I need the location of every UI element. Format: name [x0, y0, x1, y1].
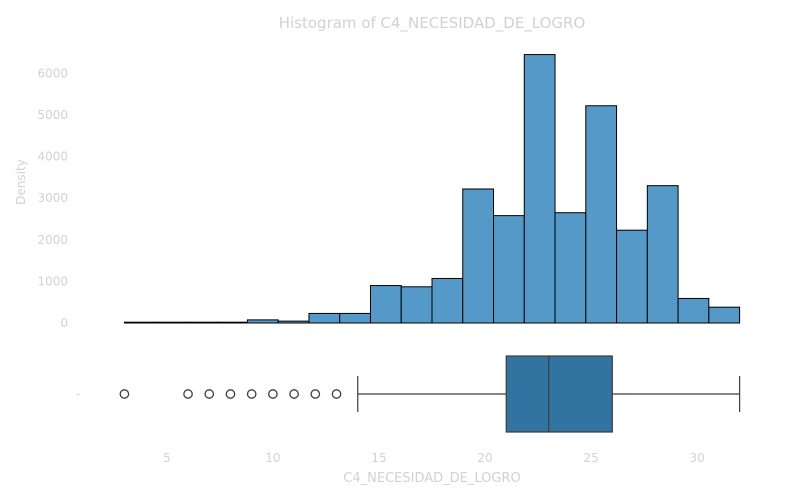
- histogram-bar: [462, 188, 495, 324]
- histogram-y-ticks: 0 1000 2000 3000 4000 5000 6000: [37, 66, 68, 330]
- boxplot-box: [505, 355, 613, 433]
- boxplot-outlier: [331, 389, 342, 399]
- histogram-bar: [339, 312, 371, 324]
- histogram-bar: [616, 229, 648, 324]
- x-axis-label: C4_NECESIDAD_DE_LOGRO: [343, 471, 520, 486]
- x-tick-label: 15: [371, 451, 386, 465]
- x-tick-label: 5: [163, 451, 171, 465]
- histogram-bars: [123, 54, 741, 324]
- histogram-y-tick-label: 5000: [37, 108, 68, 122]
- histogram-bar: [585, 105, 618, 324]
- histogram-bar: [277, 320, 310, 324]
- boxplot-outlier: [225, 389, 236, 399]
- histogram-y-tick-label: 4000: [37, 150, 68, 164]
- boxplot-outlier: [289, 389, 299, 399]
- histogram-bar: [646, 185, 679, 324]
- histogram-bar: [308, 312, 341, 324]
- histogram-bar: [554, 212, 587, 324]
- x-tick-label: 25: [583, 451, 598, 465]
- y-axis-label: Density: [14, 159, 28, 205]
- histogram-y-tick-label: 3000: [37, 191, 68, 205]
- histogram-bar: [246, 319, 279, 324]
- boxplot-outlier: [183, 389, 193, 399]
- boxplot: [119, 355, 741, 433]
- histogram-bar: [677, 297, 710, 324]
- boxplot-outlier: [246, 389, 257, 399]
- boxplot-y-tick-label: -: [76, 387, 80, 401]
- boxplot-outlier: [204, 389, 215, 399]
- boxplot-outlier: [119, 389, 130, 399]
- histogram-bar: [216, 321, 248, 324]
- histogram-bar: [708, 306, 741, 324]
- x-tick-label: 30: [690, 451, 705, 465]
- histogram-bar: [123, 321, 156, 324]
- boxplot-outlier: [310, 389, 321, 399]
- histogram-y-tick-label: 1000: [37, 274, 68, 288]
- x-axis-ticks: 5 10 15 20 25 30: [163, 451, 705, 465]
- chart-title: Histogram of C4_NECESIDAD_DE_LOGRO: [279, 14, 586, 33]
- histogram-bar: [493, 215, 525, 324]
- histogram-bar: [154, 321, 187, 324]
- histogram-y-tick-label: 0: [60, 316, 68, 330]
- histogram-bar: [369, 285, 402, 324]
- histogram-bar: [400, 286, 433, 324]
- histogram-bar: [431, 277, 464, 324]
- x-tick-label: 10: [265, 451, 280, 465]
- histogram-y-tick-label: 6000: [37, 66, 68, 80]
- histogram-bar: [185, 321, 218, 324]
- x-tick-label: 20: [477, 451, 492, 465]
- boxplot-outlier: [268, 389, 278, 399]
- histogram-y-tick-label: 2000: [37, 233, 68, 247]
- histogram-bar: [523, 54, 556, 324]
